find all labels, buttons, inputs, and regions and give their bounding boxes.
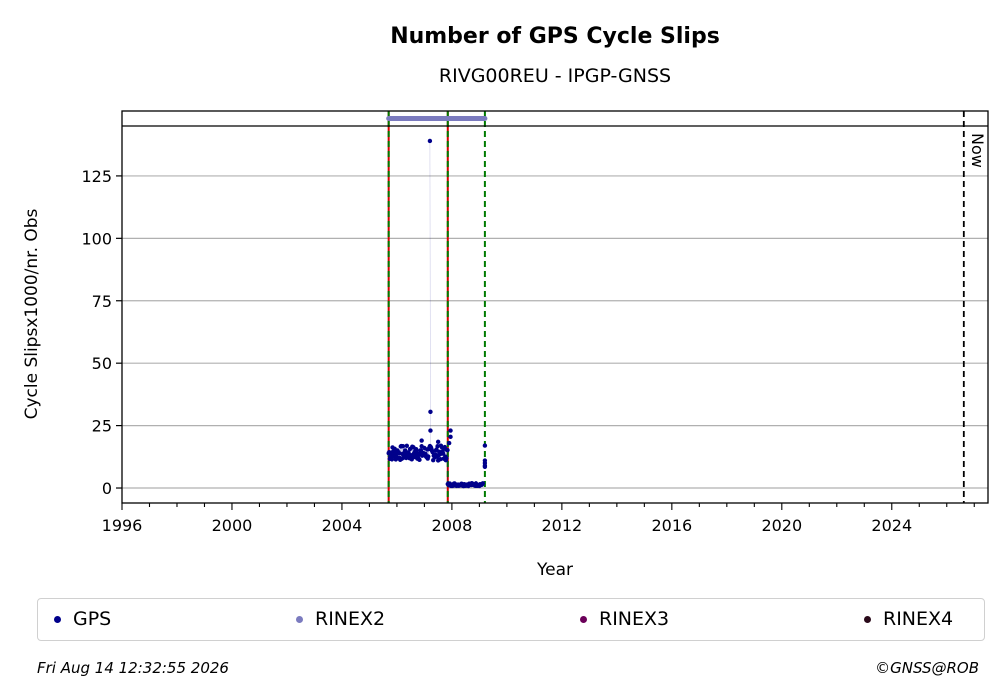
- gps-point: [448, 428, 453, 433]
- legend-item-rinex3: RINEX3: [580, 599, 669, 639]
- gps-point: [428, 409, 433, 415]
- y-tick-label-100: 100: [81, 229, 112, 248]
- gps-point: [404, 443, 410, 448]
- legend-marker-rinex4: [864, 615, 871, 623]
- y-tick-label-50: 50: [92, 354, 112, 373]
- legend-item-gps: GPS: [54, 599, 111, 639]
- epoch-lines: Now: [387, 111, 987, 503]
- legend-label-gps: GPS: [73, 608, 112, 630]
- gps-point: [482, 443, 488, 448]
- chart-title: Number of GPS Cycle Slips: [390, 24, 720, 49]
- x-axis-label: Year: [536, 560, 573, 580]
- gps-point: [389, 457, 395, 462]
- y-tick-label-75: 75: [92, 292, 112, 311]
- x-tick-label-2008: 2008: [432, 516, 473, 535]
- gps-point: [435, 439, 441, 445]
- footer-credit: ©GNSS@ROB: [875, 659, 979, 677]
- plot-frame: [121, 110, 989, 504]
- legend-marker-rinex3: [580, 615, 587, 623]
- legend-marker-rinex2: [296, 615, 303, 623]
- now-label: Now: [968, 133, 987, 168]
- x-tick-label-2004: 2004: [322, 516, 363, 535]
- legend-item-rinex2: RINEX2: [296, 599, 385, 639]
- legend-label-rinex4: RINEX4: [883, 608, 954, 630]
- gps-point: [446, 440, 452, 446]
- y-tick-label-25: 25: [92, 417, 112, 436]
- chart-subtitle: RIVG00REU - IPGP-GNSS: [439, 65, 671, 87]
- legend: GPS RINEX2 RINEX3 RINEX4: [37, 598, 985, 641]
- gps-point: [400, 444, 406, 449]
- y-tick-label-125: 125: [81, 167, 112, 186]
- gps-point: [482, 464, 488, 469]
- gps-point: [480, 481, 486, 486]
- gps-point: [428, 428, 433, 433]
- legend-item-rinex4: RINEX4: [864, 599, 953, 639]
- gps-point: [448, 434, 453, 440]
- header-band: [122, 115, 988, 127]
- legend-label-rinex3: RINEX3: [599, 608, 670, 630]
- y-axis-label: Cycle Slipsx1000/nr. Obs: [22, 208, 42, 419]
- x-tick-label-2000: 2000: [212, 516, 253, 535]
- x-tick-label-2020: 2020: [761, 516, 802, 535]
- x-tick-label-2016: 2016: [651, 516, 692, 535]
- gps-point: [402, 448, 408, 453]
- x-tick-label-1996: 1996: [102, 516, 143, 535]
- y-axis: 0 25 50 75 100 125: [81, 167, 122, 498]
- footer-timestamp: Fri Aug 14 12:32:55 2026: [37, 659, 229, 677]
- gps-series: [386, 138, 488, 489]
- x-axis: 1996 2000 2004 2008 2012 2016 2020 2024: [102, 503, 975, 535]
- y-tick-label-0: 0: [102, 479, 112, 498]
- gps-point: [427, 138, 433, 144]
- gps-spike-link: [429, 140, 431, 451]
- x-tick-label-2012: 2012: [542, 516, 583, 535]
- legend-marker-gps: [54, 615, 61, 623]
- x-tick-label-2024: 2024: [871, 516, 912, 535]
- grid-lines: [122, 175, 988, 489]
- legend-label-rinex2: RINEX2: [315, 608, 386, 630]
- gps-point: [396, 451, 402, 456]
- gps-point: [419, 438, 424, 443]
